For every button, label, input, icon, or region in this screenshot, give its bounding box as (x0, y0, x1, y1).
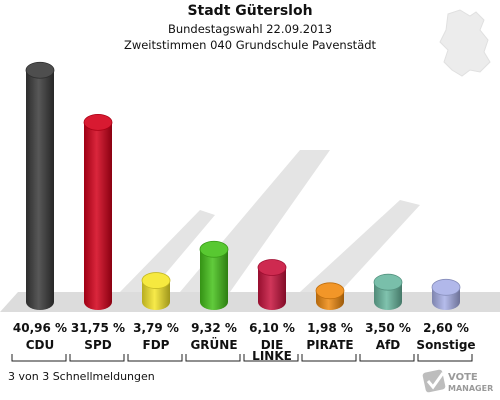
bar-body (26, 70, 54, 310)
category-bracket (243, 354, 299, 362)
vote-manager-logo: VOTE MANAGER (422, 369, 493, 393)
value-label: 31,75 % (71, 321, 125, 335)
category-label: CDU (26, 338, 55, 352)
bar-cap (315, 282, 345, 300)
category-bracket (127, 354, 183, 362)
category-bracket (301, 354, 357, 362)
bar-cap (141, 272, 171, 289)
bar-cap (25, 61, 55, 79)
bar-pirate (315, 282, 345, 310)
bar-body (200, 249, 228, 310)
bar-grüne (199, 240, 229, 310)
value-label: 6,10 % (249, 321, 295, 335)
category-label: AfD (376, 338, 401, 352)
category-bracket (417, 354, 473, 362)
bar-cap (257, 259, 287, 276)
category-bracket (359, 354, 415, 362)
value-label: 40,96 % (13, 321, 67, 335)
bar-sonstige (431, 278, 461, 310)
chart-title: Stadt Gütersloh (187, 3, 313, 19)
category-bracket (11, 354, 67, 362)
value-label: 3,50 % (365, 321, 411, 335)
category-bracket (69, 354, 125, 362)
bar-cap (199, 240, 229, 258)
bar-spd (83, 113, 113, 310)
chart-subtitle: Bundestagswahl 22.09.2013 (167, 22, 333, 36)
category-label: Sonstige (416, 338, 475, 352)
bar-afd (373, 273, 403, 310)
bar-body (258, 267, 286, 310)
category-bracket (185, 354, 241, 362)
label-group: 40,96 % CDU 31,75 % SPD 3,79 % FDP 9,32 % GRÜNE… (11, 321, 476, 363)
category-label: DIE (261, 338, 284, 352)
bar-die-linke (257, 259, 287, 310)
bar-cap (83, 113, 113, 131)
chart-backdrop (0, 9, 500, 312)
bar-group (25, 61, 461, 310)
bar-cdu (25, 61, 55, 310)
logo-text-line1: VOTE (448, 372, 478, 383)
category-label: SPD (84, 338, 111, 352)
category-label: FDP (143, 338, 170, 352)
footer-note: 3 von 3 Schnellmeldungen (8, 370, 155, 383)
logo-text-line2: MANAGER (448, 384, 493, 393)
chart-floor (0, 292, 500, 312)
category-label: GRÜNE (190, 337, 237, 352)
bar-cap (431, 278, 461, 296)
bar-body (84, 122, 112, 310)
chart-shadow-stripes (120, 150, 420, 292)
category-label: PIRATE (306, 338, 353, 352)
germany-map-shape (439, 9, 491, 77)
bar-fdp (141, 272, 171, 310)
value-label: 9,32 % (191, 321, 237, 335)
value-label: 2,60 % (423, 321, 469, 335)
chart-subtitle-secondary: Zweitstimmen 040 Grundschule Pavenstädt (123, 38, 377, 52)
bar-cap (373, 273, 403, 291)
value-label: 3,79 % (133, 321, 179, 335)
value-label: 1,98 % (307, 321, 353, 335)
category-label: LINKE (252, 349, 292, 363)
ballot-check-icon (422, 369, 446, 393)
